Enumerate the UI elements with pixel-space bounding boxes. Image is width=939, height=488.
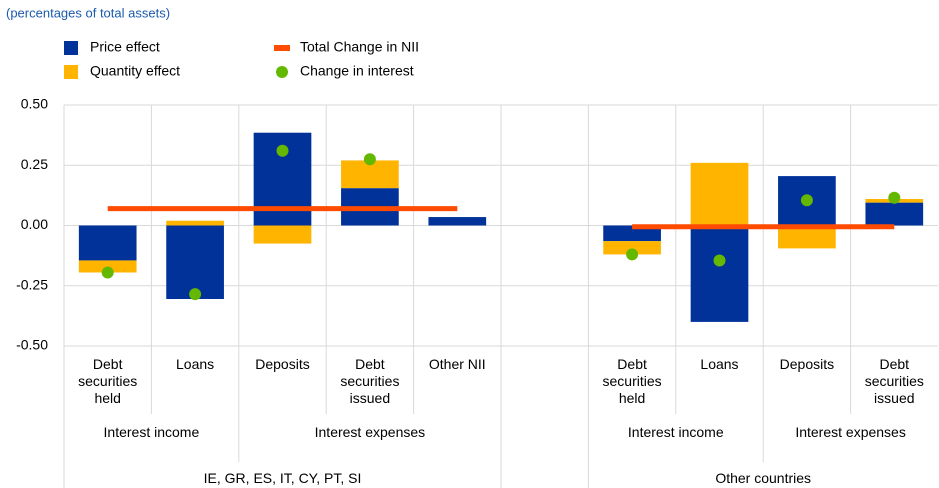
bar [778, 225, 836, 249]
legend-label: Total Change in NII [300, 39, 419, 55]
x-tick-label: Debt securities held [78, 356, 138, 406]
dot [101, 266, 114, 279]
dot [713, 254, 726, 267]
legend-swatch [64, 65, 78, 79]
bar [690, 225, 749, 322]
bar [166, 225, 224, 300]
bar [78, 260, 137, 273]
legend-label: Change in interest [300, 63, 414, 79]
group-label: IE, GR, ES, IT, CY, PT, SI [203, 470, 362, 486]
dot [800, 194, 813, 207]
legend-label: Price effect [90, 39, 160, 55]
bar [78, 225, 137, 261]
chart-subtitle: (percentages of total assets) [6, 5, 170, 20]
x-tick-label: Debt securities issued [864, 356, 924, 406]
line [107, 206, 895, 230]
bar [253, 225, 312, 244]
legend-label: Quantity effect [90, 63, 180, 79]
dot [189, 288, 202, 301]
subgroup-label: Interest expenses [314, 424, 426, 440]
x-tick-label: Loans [700, 356, 739, 372]
dot [626, 248, 639, 261]
group-label: Other countries [715, 470, 812, 486]
y-tick-label: -0.50 [16, 337, 48, 353]
y-tick-label: 0.50 [21, 96, 48, 112]
y-tick-label: 0.25 [21, 156, 48, 172]
dot [363, 153, 376, 166]
subgroup-label: Interest income [627, 424, 724, 440]
legend-swatch [276, 66, 288, 78]
bar [166, 220, 224, 226]
dot [276, 144, 289, 157]
bar [428, 217, 487, 226]
bar [603, 241, 661, 255]
x-tick-label: Debt securities held [602, 356, 662, 406]
bar [690, 162, 749, 226]
legend-swatch [64, 41, 78, 55]
x-tick-label: Deposits [255, 356, 310, 372]
x-tick-label: Loans [176, 356, 215, 372]
dot [888, 191, 901, 204]
y-tick-label: -0.25 [16, 276, 48, 292]
bar [865, 202, 924, 226]
x-tick-label: Debt securities issued [340, 356, 400, 406]
x-tick-label: Deposits [779, 356, 835, 372]
subgroup-label: Interest expenses [795, 424, 906, 440]
x-tick-label: Other NII [428, 356, 486, 372]
y-tick-label: 0.00 [21, 216, 48, 232]
bar [603, 225, 661, 242]
subgroup-label: Interest income [103, 424, 200, 440]
legend-swatch [274, 45, 290, 51]
